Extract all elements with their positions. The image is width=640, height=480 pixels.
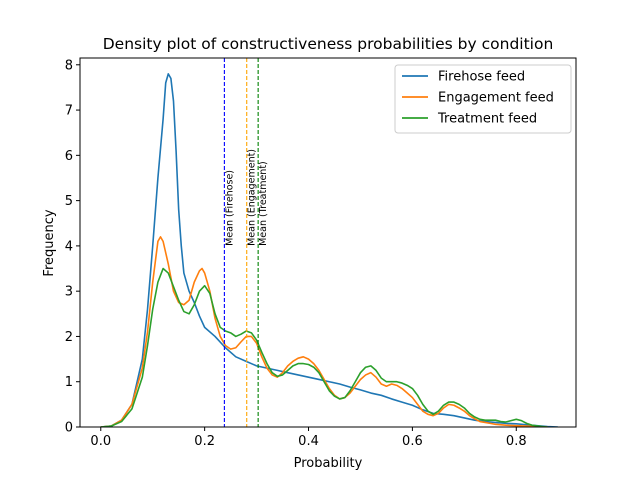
density-line-treatment bbox=[100, 267, 548, 427]
mean-label-1: Mean (Engagement) bbox=[247, 149, 258, 246]
y-tick-label: 7 bbox=[65, 104, 73, 119]
mean-label-0: Mean (Firehose) bbox=[224, 170, 235, 246]
plot-area: Mean (Firehose) Mean (Engagement) Mean (Tr… bbox=[100, 58, 558, 427]
y-axis-title: Frequency bbox=[42, 209, 57, 276]
y-tick-label: 6 bbox=[65, 149, 73, 164]
y-tick-label: 0 bbox=[65, 421, 73, 436]
axes: 0.0 0.2 0.4 0.6 0.8 0 1 2 3 4 5 6 7 8 bbox=[65, 57, 577, 449]
y-tick-label: 1 bbox=[65, 375, 73, 390]
axes-frame bbox=[79, 57, 577, 428]
x-tick-label: 0.6 bbox=[402, 434, 423, 449]
x-axis-title: Probability bbox=[294, 456, 363, 471]
plot-clip-group bbox=[100, 73, 558, 427]
x-tick-label: 0.2 bbox=[194, 434, 215, 449]
x-tick-label: 0.8 bbox=[506, 434, 527, 449]
x-tick-label: 0.0 bbox=[90, 434, 111, 449]
legend-label: Firehose feed bbox=[438, 70, 525, 85]
legend-label: Engagement feed bbox=[438, 91, 554, 106]
chart-title: Density plot of constructiveness probabi… bbox=[103, 35, 554, 53]
mean-label-2: Mean (Treatment) bbox=[258, 161, 269, 246]
density-line-firehose bbox=[100, 73, 558, 427]
y-tick-label: 2 bbox=[65, 330, 73, 345]
legend: Firehose feed Engagement feed Treatment fe… bbox=[394, 64, 572, 134]
y-tick-label: 3 bbox=[65, 285, 73, 300]
y-tick-label: 8 bbox=[65, 58, 73, 73]
y-tick-label: 5 bbox=[65, 194, 73, 209]
y-tick-label: 4 bbox=[65, 239, 73, 254]
density-line-engagement bbox=[100, 236, 548, 427]
legend-label: Treatment feed bbox=[437, 112, 537, 127]
x-tick-label: 0.4 bbox=[298, 434, 319, 449]
legend-box bbox=[394, 64, 572, 134]
